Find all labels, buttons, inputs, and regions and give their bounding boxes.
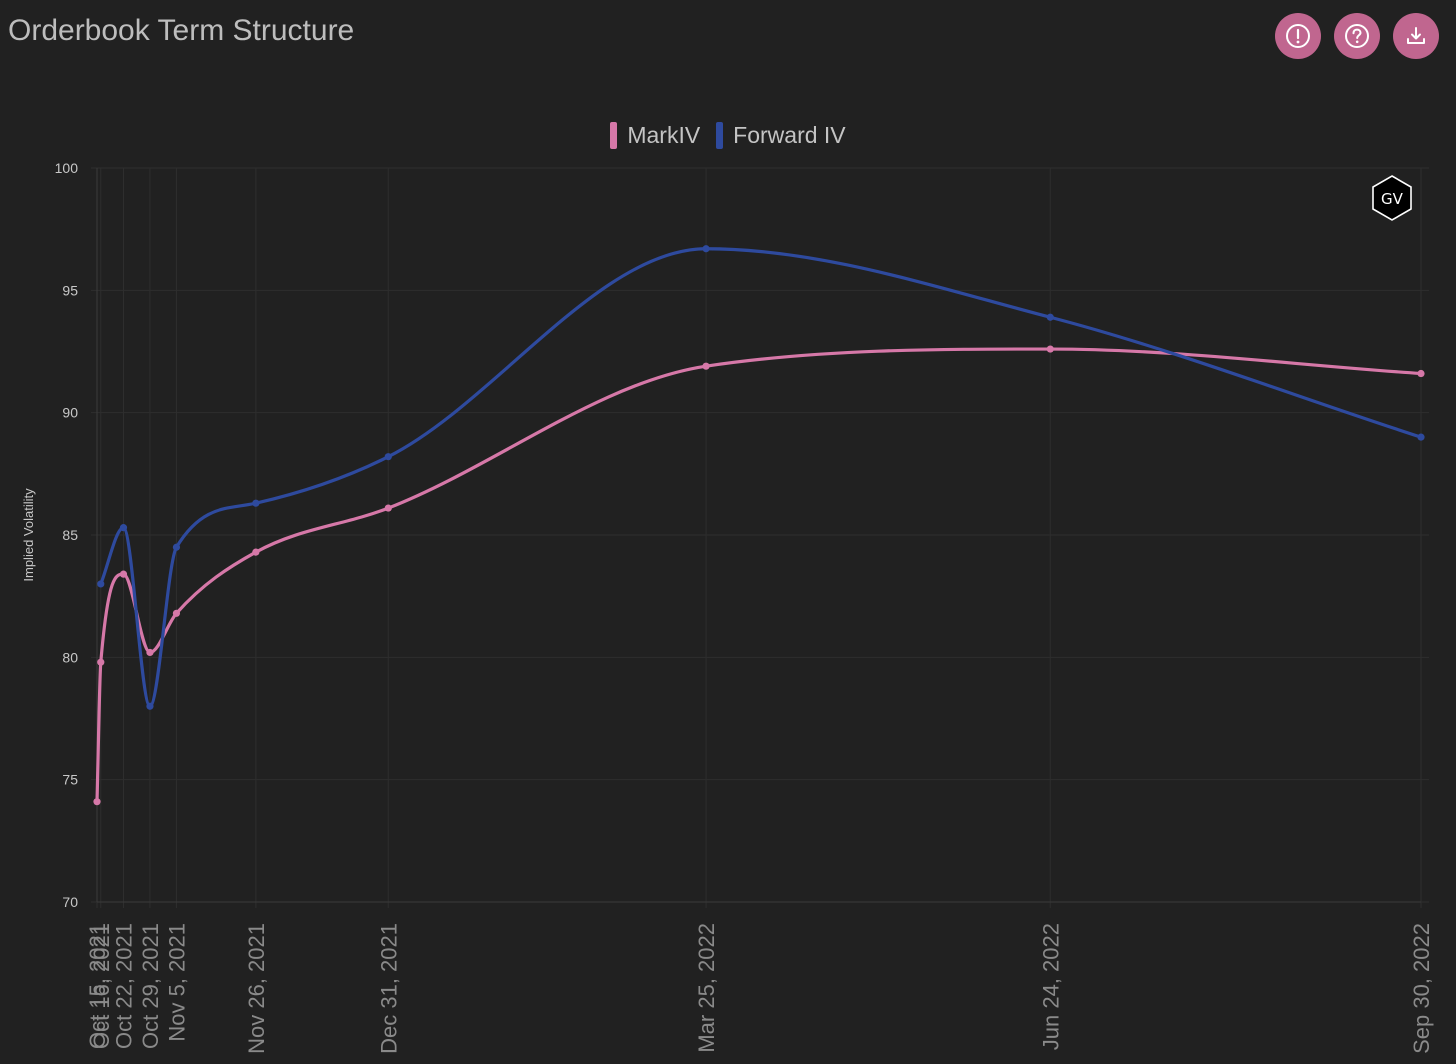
x-tick-label: Oct 22, 2021 — [111, 923, 136, 1049]
alert-circle-icon — [1286, 24, 1310, 48]
data-point-markiv — [172, 609, 181, 617]
data-point-forward-iv — [252, 499, 260, 507]
data-point-markiv — [702, 362, 710, 370]
data-point-forward-iv — [97, 580, 105, 588]
data-point-forward-iv — [1417, 433, 1425, 441]
legend-label-forward-iv: Forward IV — [733, 122, 846, 148]
x-tick-label: Oct 15, 2021 — [85, 923, 110, 1049]
x-tick-label: Mar 25, 2022 — [694, 923, 719, 1053]
legend-item-markiv[interactable]: MarkIV — [610, 122, 700, 149]
y-tick-label: 70 — [62, 894, 78, 910]
chart-legend: MarkIV Forward IV — [0, 122, 1456, 149]
question-circle-icon — [1345, 24, 1369, 48]
legend-label-markiv: MarkIV — [627, 122, 701, 148]
x-tick-label: Dec 31, 2021 — [376, 923, 401, 1054]
help-button[interactable] — [1334, 13, 1380, 59]
download-icon — [1407, 27, 1425, 44]
series-line-markiv — [95, 347, 1423, 804]
data-point-markiv — [97, 658, 105, 666]
info-button[interactable] — [1275, 13, 1321, 59]
header-bar: Orderbook Term Structure — [0, 0, 1456, 80]
data-point-markiv — [252, 548, 260, 556]
data-point-markiv — [1417, 369, 1425, 378]
x-tick-label: Oct 29, 2021 — [138, 923, 163, 1049]
data-point-forward-iv — [384, 453, 392, 461]
download-button[interactable] — [1393, 13, 1439, 59]
data-point-markiv — [146, 648, 154, 657]
legend-item-forward-iv[interactable]: Forward IV — [716, 122, 846, 149]
data-point-markiv — [93, 798, 101, 806]
y-axis-title: Implied Volatility — [21, 488, 36, 582]
legend-swatch-markiv — [610, 122, 618, 149]
data-point-forward-iv — [146, 702, 154, 710]
y-tick-label: 100 — [55, 160, 79, 176]
y-tick-label: 90 — [62, 405, 78, 421]
data-point-markiv — [119, 570, 128, 578]
x-tick-label: Nov 5, 2021 — [164, 923, 189, 1042]
y-tick-label: 85 — [62, 527, 78, 543]
y-tick-label: 80 — [62, 649, 78, 665]
x-tick-label: Nov 26, 2021 — [244, 923, 269, 1054]
page-title: Orderbook Term Structure — [8, 14, 355, 47]
data-point-forward-iv — [172, 543, 181, 551]
x-tick-label: Oct 16, 2021 — [89, 923, 114, 1049]
data-point-forward-iv — [702, 245, 710, 253]
data-point-forward-iv — [119, 524, 128, 532]
y-tick-label: 95 — [62, 282, 78, 298]
gv-watermark-logo: GV — [1372, 175, 1412, 221]
toolbar — [1275, 13, 1439, 59]
x-tick-label: Sep 30, 2022 — [1409, 923, 1434, 1054]
y-tick-label: 75 — [62, 772, 78, 788]
series-line-forward-iv — [99, 247, 1423, 708]
x-tick-label: Jun 24, 2022 — [1038, 923, 1063, 1050]
data-point-markiv — [1046, 345, 1054, 353]
data-point-markiv — [384, 504, 392, 512]
data-point-forward-iv — [1046, 313, 1054, 321]
legend-swatch-forward-iv — [716, 122, 724, 149]
watermark-text: GV — [1381, 190, 1404, 208]
